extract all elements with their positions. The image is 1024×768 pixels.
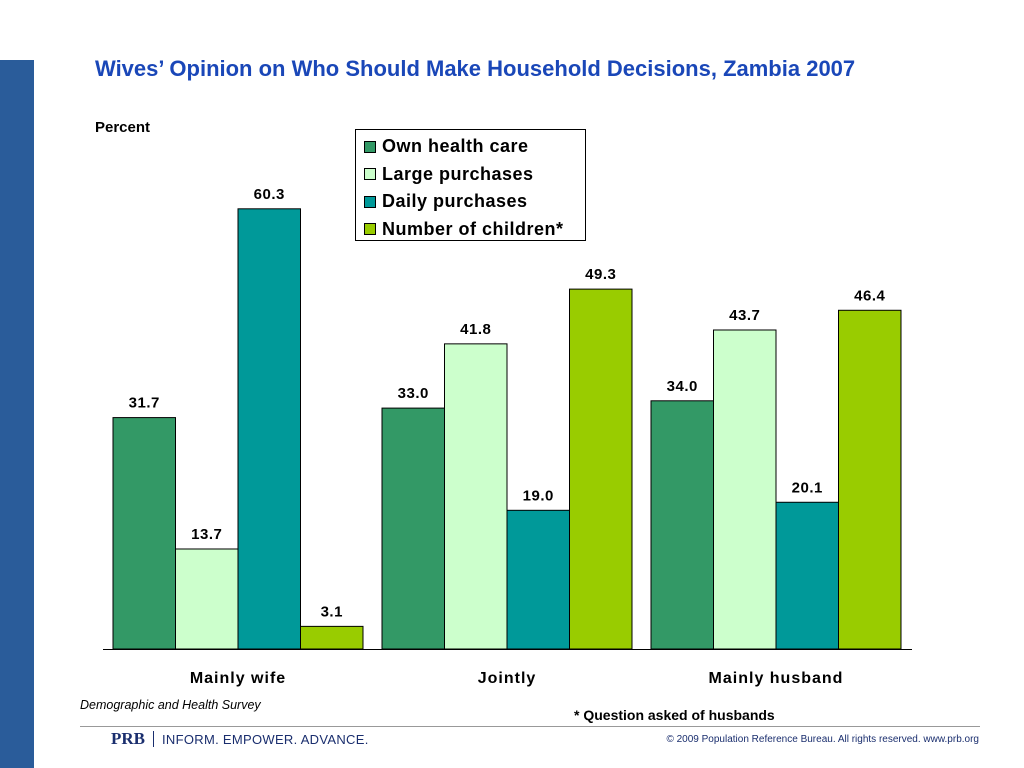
data-label: 60.3 <box>254 186 285 203</box>
brand-tagline: INFORM. EMPOWER. ADVANCE. <box>162 731 369 747</box>
legend-label: Own health care <box>382 136 529 157</box>
legend-label: Large purchases <box>382 163 534 184</box>
bar-mainly-husband-1 <box>713 329 777 650</box>
footnote: * Question asked of husbands <box>574 707 775 723</box>
bar-mainly-husband-3 <box>838 309 902 650</box>
data-label: 20.1 <box>792 479 823 496</box>
bar-mainly-wife-3 <box>300 625 364 650</box>
x-tick-label: Mainly wife <box>190 670 286 687</box>
bar-mainly-wife-1 <box>175 548 239 650</box>
chart-title: Wives’ Opinion on Who Should Make Househ… <box>95 56 856 81</box>
footer-brand: PRB INFORM. EMPOWER. ADVANCE. <box>111 729 369 749</box>
bar-mainly-wife-2 <box>237 208 301 650</box>
source-note: Demographic and Health Survey <box>80 698 261 712</box>
bar-jointly-0 <box>381 407 445 650</box>
bar-jointly-2 <box>506 509 570 650</box>
copyright-notice: © 2009 Population Reference Bureau. All … <box>666 734 979 745</box>
legend-swatch <box>364 195 376 208</box>
legend-swatch <box>364 140 376 153</box>
data-label: 31.7 <box>129 395 160 412</box>
legend-item-own-health-care: Own health care <box>364 133 585 161</box>
legend-item-number-of-children: Number of children* <box>364 216 585 244</box>
bar-mainly-wife-0 <box>112 417 176 650</box>
bar-mainly-husband-0 <box>650 400 714 650</box>
bar-jointly-3 <box>569 288 633 650</box>
legend-item-large-purchases: Large purchases <box>364 161 585 189</box>
legend-swatch <box>364 168 376 181</box>
footer-divider <box>80 726 980 727</box>
data-label: 19.0 <box>523 487 554 504</box>
chart-legend: Own health care Large purchases Daily pu… <box>355 129 586 241</box>
data-label: 3.1 <box>321 603 343 620</box>
data-label: 33.0 <box>398 385 429 402</box>
legend-label: Daily purchases <box>382 191 528 212</box>
data-label: 43.7 <box>729 307 760 324</box>
legend-swatch <box>364 223 376 236</box>
x-tick-label: Jointly <box>478 670 537 687</box>
prb-logo: PRB <box>111 729 145 748</box>
bar-mainly-husband-2 <box>775 501 839 650</box>
data-label: 13.7 <box>191 526 222 543</box>
legend-label: Number of children* <box>382 218 564 239</box>
bar-jointly-1 <box>444 343 508 650</box>
brand-separator <box>153 731 154 747</box>
y-axis-label: Percent <box>95 119 151 136</box>
data-label: 49.3 <box>585 266 616 283</box>
data-label: 34.0 <box>667 378 698 395</box>
data-label: 41.8 <box>460 321 491 338</box>
x-tick-label: Mainly husband <box>709 670 844 687</box>
bar-chart: 31.7 33.0 34.0 13.7 41.8 43.7 60.3 19.0 20.1 3.1 4… <box>103 186 912 687</box>
data-label: 46.4 <box>854 287 885 304</box>
side-accent-bar <box>0 60 34 768</box>
legend-item-daily-purchases: Daily purchases <box>364 188 585 216</box>
